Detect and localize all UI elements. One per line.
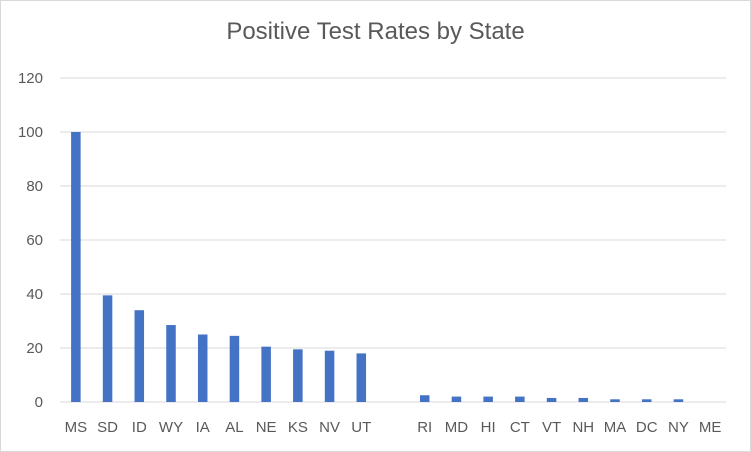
- y-tick-label: 120: [18, 70, 43, 87]
- y-tick-label: 0: [35, 394, 43, 411]
- bar-ID: [134, 310, 145, 402]
- bar-WY: [166, 325, 176, 402]
- bar-NH: [578, 397, 589, 402]
- bar-KS: [293, 349, 303, 402]
- x-tick-label: UT: [351, 419, 371, 436]
- y-tick-label: 100: [18, 124, 43, 141]
- bar-MA: [610, 399, 620, 402]
- x-tick-label: VT: [542, 419, 561, 436]
- bar-MS: [71, 132, 81, 402]
- x-tick-label: WY: [159, 419, 183, 436]
- x-tick-label: NY: [668, 419, 689, 436]
- y-tick-label: 20: [26, 340, 43, 357]
- x-tick-label: NH: [572, 419, 594, 436]
- x-tick-label: RI: [417, 419, 432, 436]
- x-tick-label: ID: [132, 419, 147, 436]
- bar-HI: [483, 396, 493, 402]
- bar-AL: [229, 335, 240, 402]
- x-tick-label: CT: [510, 419, 530, 436]
- x-tick-label: MA: [604, 419, 627, 436]
- bar-UT: [356, 353, 367, 402]
- x-tick-label: SD: [97, 419, 118, 436]
- x-tick-label: NE: [256, 419, 277, 436]
- bar-RI: [419, 395, 430, 402]
- bar-NY: [673, 399, 684, 402]
- bar-SD: [102, 295, 113, 402]
- x-tick-label: DC: [636, 419, 658, 436]
- bar-NE: [261, 346, 271, 402]
- x-tick-label: NV: [319, 419, 340, 436]
- bar-VT: [546, 397, 557, 402]
- x-tick-label: AL: [225, 419, 243, 436]
- x-tick-label: ME: [699, 419, 722, 436]
- x-tick-label: HI: [481, 419, 496, 436]
- bar-MD: [451, 396, 462, 402]
- x-tick-label: IA: [196, 419, 210, 436]
- y-tick-label: 80: [26, 178, 43, 195]
- x-tick-label: KS: [288, 419, 308, 436]
- x-tick-label: MS: [65, 419, 88, 436]
- bar-CT: [515, 396, 525, 402]
- y-tick-label: 40: [26, 286, 43, 303]
- bar-IA: [197, 334, 208, 402]
- y-tick-label: 60: [26, 232, 43, 249]
- x-tick-label: MD: [445, 419, 468, 436]
- chart-title: Positive Test Rates by State: [226, 18, 525, 45]
- bar-DC: [641, 399, 652, 402]
- bar-NV: [324, 350, 335, 402]
